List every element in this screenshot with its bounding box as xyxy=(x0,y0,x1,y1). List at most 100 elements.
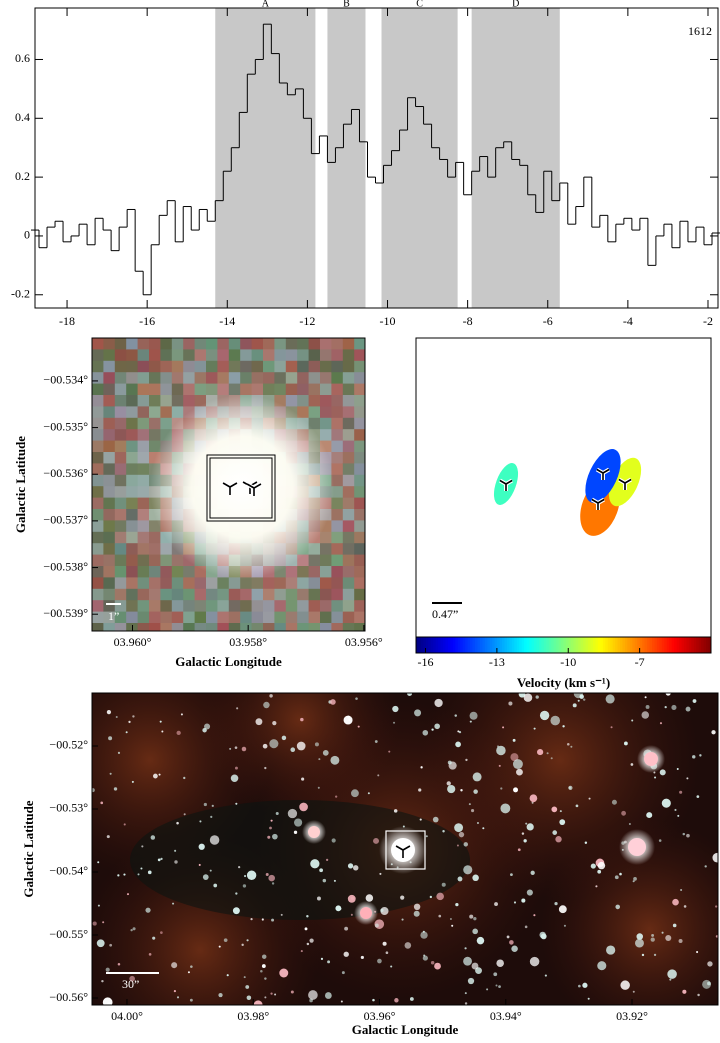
velocity-region xyxy=(381,8,458,308)
colorbar-cell xyxy=(563,637,567,653)
colorbar-cell xyxy=(447,637,451,653)
image-pixel xyxy=(114,531,127,544)
image-pixel xyxy=(126,383,139,396)
star xyxy=(293,830,298,834)
star xyxy=(678,938,683,943)
star xyxy=(495,984,498,987)
image-pixel xyxy=(366,475,378,487)
image-pixel xyxy=(331,611,344,624)
x-tick-label: -18 xyxy=(59,314,75,328)
image-pixel xyxy=(342,611,355,624)
star xyxy=(310,859,320,869)
star xyxy=(105,967,110,972)
image-pixel xyxy=(331,588,344,601)
image-pixel xyxy=(342,566,355,578)
image-pixel xyxy=(274,372,287,385)
colorbar-cell xyxy=(443,637,446,653)
star xyxy=(610,726,613,729)
image-pixel xyxy=(342,372,355,385)
image-pixel xyxy=(251,588,264,601)
star xyxy=(199,820,202,823)
star xyxy=(242,884,247,888)
star xyxy=(160,931,163,934)
x-tick-label: 03.960° xyxy=(114,635,152,649)
star xyxy=(243,874,247,878)
image-pixel xyxy=(206,623,218,631)
colorbar-cell xyxy=(534,637,537,653)
star xyxy=(472,928,479,935)
image-pixel xyxy=(263,349,275,362)
star xyxy=(493,972,498,977)
star xyxy=(676,767,679,770)
image-pixel xyxy=(297,338,310,350)
velocity-region xyxy=(215,8,316,308)
star xyxy=(172,902,175,905)
star xyxy=(413,903,421,911)
image-pixel xyxy=(251,611,264,624)
star xyxy=(262,743,268,749)
star xyxy=(633,876,637,881)
colorbar-cell xyxy=(497,637,501,653)
x-axis-label: Galactic Longitude xyxy=(175,654,282,669)
star xyxy=(261,964,266,968)
image-pixel xyxy=(297,588,310,601)
image-pixel xyxy=(160,554,173,567)
image-pixel xyxy=(137,474,150,487)
image-pixel xyxy=(366,338,378,350)
image-pixel xyxy=(263,600,275,613)
star xyxy=(123,873,126,876)
star xyxy=(108,736,113,741)
colorbar-cell xyxy=(647,637,651,653)
star xyxy=(558,905,567,914)
image-pixel xyxy=(103,520,116,533)
star xyxy=(372,998,375,1002)
image-pixel xyxy=(342,452,355,464)
y-tick-label: −00.538° xyxy=(43,559,88,573)
star xyxy=(145,907,151,913)
image-pixel xyxy=(171,623,184,631)
region-label: B xyxy=(343,0,350,9)
image-pixel xyxy=(342,497,355,510)
image-pixel xyxy=(354,338,365,350)
colorbar-cell xyxy=(538,637,542,653)
image-pixel xyxy=(285,372,298,385)
image-pixel xyxy=(240,623,253,631)
star xyxy=(578,984,581,988)
star xyxy=(496,745,506,756)
star xyxy=(636,933,644,940)
image-pixel xyxy=(366,349,378,361)
image-pixel xyxy=(342,554,355,567)
image-pixel xyxy=(217,360,230,373)
image-pixel xyxy=(366,600,378,612)
image-pixel xyxy=(274,600,287,613)
colorbar-cell xyxy=(656,637,660,653)
star xyxy=(268,874,275,882)
image-pixel xyxy=(342,486,355,499)
image-pixel xyxy=(331,406,344,419)
star xyxy=(646,812,653,819)
x-tick-label: 04.00° xyxy=(111,1009,143,1023)
colorbar-cell xyxy=(445,637,449,653)
image-pixel xyxy=(274,566,287,578)
image-pixel xyxy=(149,543,161,556)
star xyxy=(330,755,340,765)
image-pixel xyxy=(171,566,184,578)
star xyxy=(152,773,158,779)
star xyxy=(202,874,209,880)
image-pixel xyxy=(206,338,218,350)
image-pixel xyxy=(354,463,365,476)
image-pixel xyxy=(114,577,127,590)
star xyxy=(498,764,501,767)
colorbar-cell xyxy=(487,637,491,653)
star xyxy=(436,892,444,901)
image-pixel xyxy=(354,406,365,419)
image-pixel xyxy=(137,600,150,613)
star xyxy=(246,939,249,942)
star xyxy=(260,969,263,973)
image-pixel xyxy=(92,474,104,487)
image-frame xyxy=(91,692,719,1006)
star xyxy=(692,699,697,703)
y-tick-label: −00.54° xyxy=(49,864,88,878)
image-pixel xyxy=(92,406,104,419)
image-axes: 1” 03.960° 03.958° 03.956° −00.534° −00.535° −… xyxy=(13,337,383,669)
